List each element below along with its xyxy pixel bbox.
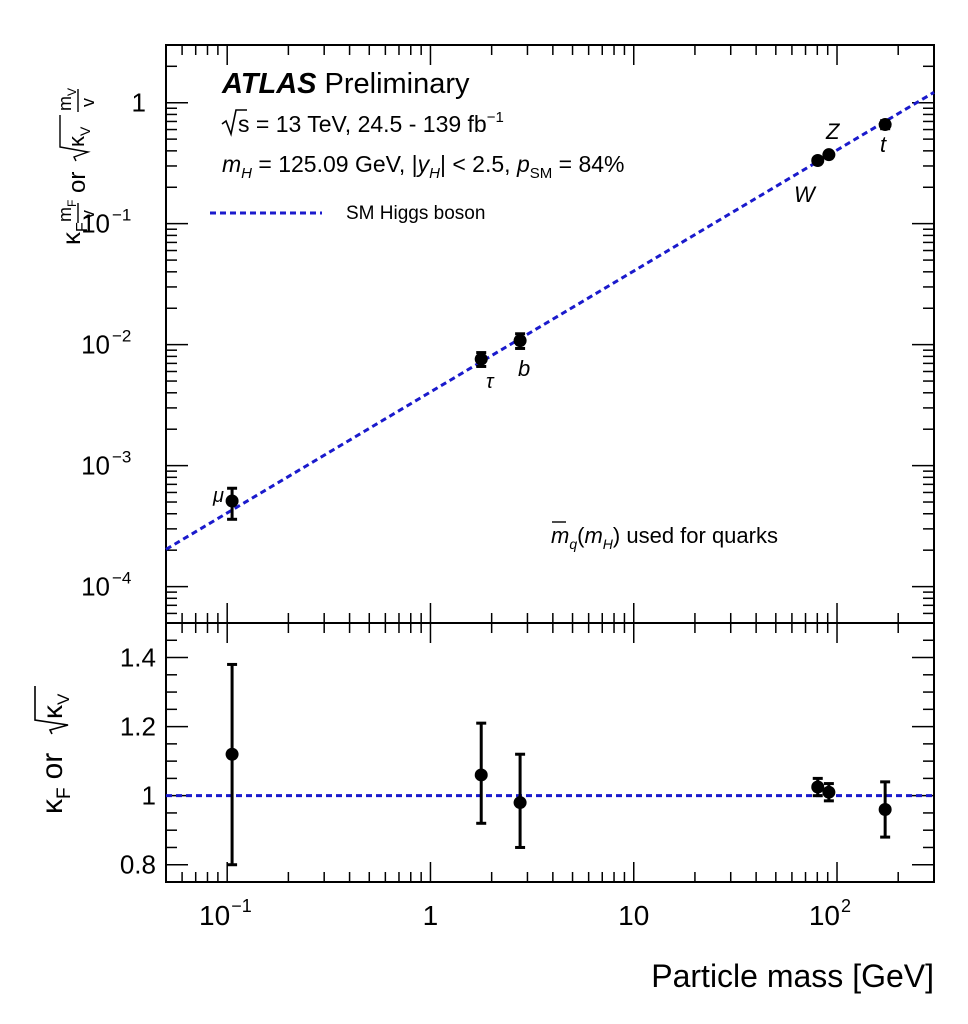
svg-text:s = 13 TeV, 24.5 - 139 fb−1: s = 13 TeV, 24.5 - 139 fb−1	[238, 109, 504, 137]
svg-text:mq(mH) used for quarks: mq(mH) used for quarks	[551, 523, 778, 552]
legend: SM Higgs boson	[210, 203, 485, 224]
sm-higgs-line	[165, 91, 935, 551]
x-axis-title: Particle mass [GeV]	[651, 958, 934, 994]
tick-labels: 110−110−210−310 −40.811.21.410 −1 1 10 10 2	[81, 88, 851, 931]
atlas-label: ATLAS Preliminary	[221, 68, 470, 100]
top-y-axis-label: κF mF v or κV mV v	[55, 88, 98, 245]
y-tick-exponent-top: −1	[112, 206, 131, 225]
y-tick-label-bottom: 1	[142, 781, 156, 811]
particle-label-z: Z	[825, 119, 841, 144]
top-marker	[811, 153, 825, 167]
energy-exponent: −1	[487, 109, 504, 126]
top-point-μ	[225, 486, 239, 521]
particle-label-tau: τ	[486, 371, 495, 393]
bottom-y-axis-label: κFor κV	[34, 686, 75, 814]
top-marker	[822, 148, 836, 162]
mass-annotation: mH = 125.09 GeV, |yH| < 2.5, pSM = 84%	[222, 151, 624, 182]
energy-text: s = 13 TeV, 24.5 - 139 fb	[238, 111, 487, 137]
bottom-marker	[225, 747, 239, 761]
data-points	[225, 118, 892, 867]
svg-text:mV: mV	[55, 88, 79, 111]
top-marker	[878, 118, 892, 132]
atlas-word: ATLAS	[221, 68, 317, 100]
bottom-point-W	[811, 776, 825, 798]
top-point-τ	[474, 351, 488, 368]
y-tick-label-top: 10	[81, 451, 110, 481]
bottom-point-τ	[474, 721, 488, 825]
svg-text:κFor: κFor	[36, 753, 75, 814]
x-tick-label: 10	[199, 900, 230, 931]
y-tick-exponent-top: −3	[112, 448, 131, 467]
bottom-marker	[474, 768, 488, 782]
top-point-Z	[822, 148, 836, 162]
top-marker	[225, 494, 239, 508]
bottom-point-μ	[225, 662, 239, 867]
tick-marks	[165, 44, 935, 883]
top-marker	[513, 334, 527, 348]
top-marker	[474, 352, 488, 366]
top-point-t	[878, 118, 892, 132]
legend-sm-label: SM Higgs boson	[346, 203, 485, 224]
y-tick-exponent-top: −2	[112, 327, 131, 346]
svg-text:mF: mF	[55, 200, 79, 222]
energy-annotation: s = 13 TeV, 24.5 - 139 fb−1	[221, 109, 504, 137]
particle-label-w: W	[794, 182, 817, 207]
bottom-point-t	[878, 780, 892, 839]
particle-label-b: b	[518, 356, 530, 381]
y-tick-label-top: 10	[81, 572, 110, 602]
quark-note: mq(mH) used for quarks	[551, 521, 778, 552]
bottom-panel-frame	[165, 622, 935, 883]
svg-text:κV: κV	[64, 126, 93, 147]
y-tick-label-bottom: 0.8	[120, 850, 156, 880]
particle-label-t: t	[880, 132, 887, 157]
x-tick-exponent: 2	[841, 896, 851, 916]
y-tick-label-top: 1	[132, 88, 146, 118]
y-tick-label-bottom: 1.2	[120, 712, 156, 742]
svg-text:κV: κV	[37, 693, 73, 719]
y-tick-label-bottom: 1.4	[120, 643, 156, 673]
reference-lines	[165, 91, 935, 798]
svg-text:κF: κF	[56, 222, 91, 245]
y-tick-label-top: 10	[81, 209, 110, 239]
bottom-point-b	[513, 752, 527, 849]
top-point-b	[513, 332, 527, 350]
bottom-point-Z	[822, 782, 836, 803]
svg-text:v: v	[78, 98, 98, 107]
bottom-marker	[878, 802, 892, 816]
bottom-marker	[822, 785, 836, 799]
bottom-marker	[513, 796, 527, 810]
x-tick-label: 10	[618, 900, 649, 931]
svg-text:or: or	[64, 172, 91, 193]
preliminary-word: Preliminary	[325, 68, 471, 100]
x-tick-label: 1	[423, 900, 439, 931]
y-tick-exponent-top: −4	[112, 569, 131, 588]
svg-text:v: v	[78, 210, 98, 219]
y-tick-label-top: 10	[81, 330, 110, 360]
x-tick-label: 10	[809, 900, 840, 931]
particle-label-mu: μ	[212, 485, 224, 507]
bottom-marker	[811, 780, 825, 794]
top-point-W	[811, 153, 825, 167]
x-tick-exponent: −1	[231, 896, 252, 916]
sqrt-symbol	[221, 109, 247, 137]
